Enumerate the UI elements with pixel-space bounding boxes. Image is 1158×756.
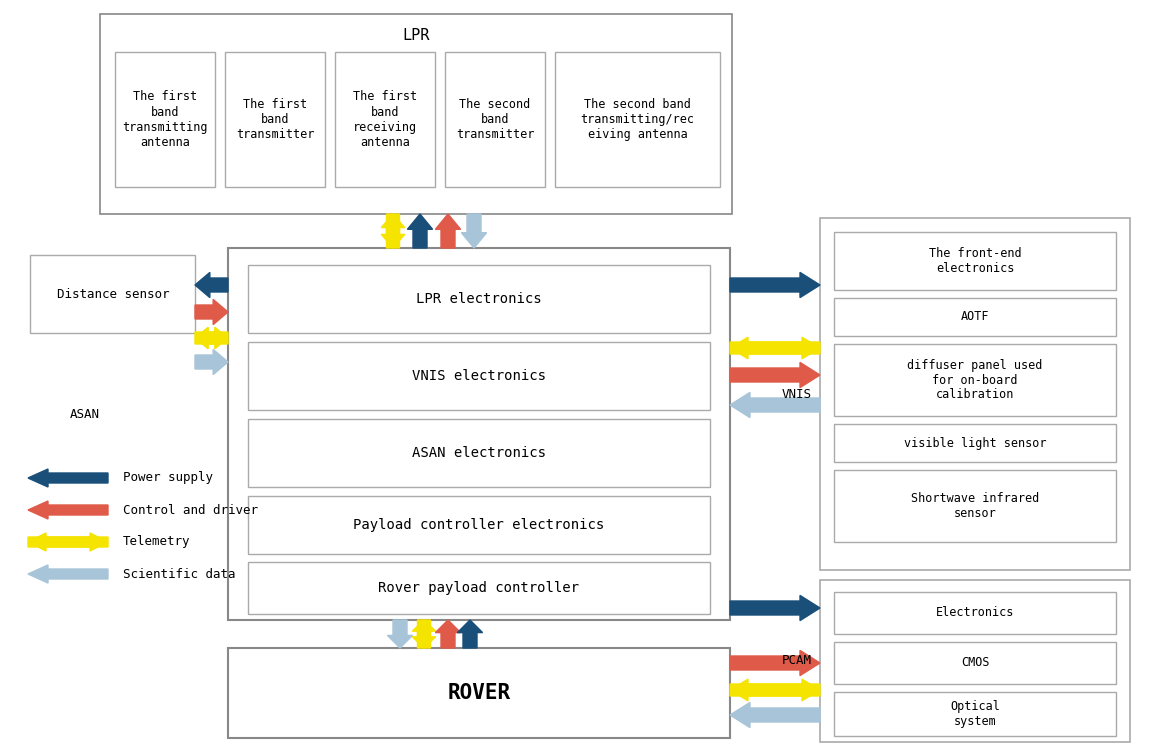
Text: Distance sensor: Distance sensor — [57, 287, 169, 300]
Bar — [820, 580, 1130, 742]
Text: Shortwave infrared
sensor: Shortwave infrared sensor — [911, 492, 1039, 520]
Bar — [834, 298, 1116, 336]
FancyArrow shape — [435, 620, 461, 648]
FancyArrow shape — [195, 327, 228, 349]
Bar — [100, 14, 732, 214]
Bar — [248, 265, 710, 333]
FancyArrow shape — [28, 501, 108, 519]
FancyArrow shape — [730, 679, 820, 701]
Bar — [115, 52, 215, 187]
Text: The first
band
transmitter: The first band transmitter — [236, 98, 314, 141]
Bar — [834, 692, 1116, 736]
FancyArrow shape — [730, 362, 820, 388]
FancyArrow shape — [412, 620, 435, 648]
FancyArrow shape — [195, 349, 228, 375]
Text: Telemetry: Telemetry — [123, 535, 191, 549]
Bar — [555, 52, 720, 187]
Text: The first
band
transmitting
antenna: The first band transmitting antenna — [123, 91, 207, 148]
FancyArrow shape — [28, 469, 108, 487]
FancyArrow shape — [28, 565, 108, 583]
Bar — [834, 592, 1116, 634]
Bar — [834, 470, 1116, 542]
Bar — [248, 419, 710, 487]
FancyArrow shape — [28, 533, 108, 551]
Text: PCAM: PCAM — [782, 655, 812, 668]
FancyArrow shape — [381, 214, 404, 248]
Text: CMOS: CMOS — [961, 656, 989, 670]
Bar — [30, 255, 195, 333]
FancyArrow shape — [195, 299, 228, 324]
FancyArrow shape — [381, 214, 404, 248]
FancyArrow shape — [435, 214, 461, 248]
Bar — [248, 562, 710, 614]
Text: VNIS: VNIS — [782, 388, 812, 401]
Bar — [335, 52, 435, 187]
Text: AOTF: AOTF — [961, 311, 989, 324]
Text: Rover payload controller: Rover payload controller — [379, 581, 579, 595]
Bar — [834, 424, 1116, 462]
FancyArrow shape — [195, 272, 228, 298]
Bar — [228, 648, 730, 738]
FancyArrow shape — [730, 272, 820, 298]
Bar — [445, 52, 545, 187]
Text: Control and driver: Control and driver — [123, 503, 258, 516]
Bar — [834, 344, 1116, 416]
FancyArrow shape — [408, 214, 433, 248]
FancyArrow shape — [730, 392, 820, 417]
Bar — [248, 496, 710, 554]
Text: ASAN: ASAN — [69, 408, 100, 422]
Text: Power supply: Power supply — [123, 472, 213, 485]
Bar — [834, 232, 1116, 290]
Text: ROVER: ROVER — [447, 683, 511, 703]
Bar — [248, 342, 710, 410]
Text: The second
band
transmitter: The second band transmitter — [456, 98, 534, 141]
Bar — [228, 248, 730, 620]
Text: The first
band
receiving
antenna: The first band receiving antenna — [353, 91, 417, 148]
Text: visible light sensor: visible light sensor — [903, 436, 1046, 450]
Text: The front-end
electronics: The front-end electronics — [929, 247, 1021, 275]
Text: LPR: LPR — [402, 27, 430, 42]
Text: Electronics: Electronics — [936, 606, 1014, 619]
Text: Scientific data: Scientific data — [123, 568, 235, 581]
Text: diffuser panel used
for on-board
calibration: diffuser panel used for on-board calibra… — [908, 358, 1042, 401]
FancyArrow shape — [412, 620, 435, 648]
Bar — [225, 52, 325, 187]
FancyArrow shape — [461, 214, 486, 248]
Text: Optical
system: Optical system — [950, 700, 1001, 728]
Bar — [820, 218, 1130, 570]
Text: ASAN electronics: ASAN electronics — [412, 446, 547, 460]
FancyArrow shape — [457, 620, 483, 648]
FancyArrow shape — [730, 337, 820, 359]
Bar — [834, 642, 1116, 684]
Text: VNIS electronics: VNIS electronics — [412, 369, 547, 383]
FancyArrow shape — [388, 620, 412, 648]
Text: Payload controller electronics: Payload controller electronics — [353, 518, 604, 532]
FancyArrow shape — [730, 702, 820, 727]
FancyArrow shape — [730, 596, 820, 621]
FancyArrow shape — [730, 679, 820, 701]
FancyArrow shape — [730, 650, 820, 676]
FancyArrow shape — [730, 337, 820, 359]
FancyArrow shape — [195, 327, 228, 349]
FancyArrow shape — [28, 533, 108, 551]
Text: LPR electronics: LPR electronics — [416, 292, 542, 306]
Text: The second band
transmitting/rec
eiving antenna: The second band transmitting/rec eiving … — [580, 98, 695, 141]
